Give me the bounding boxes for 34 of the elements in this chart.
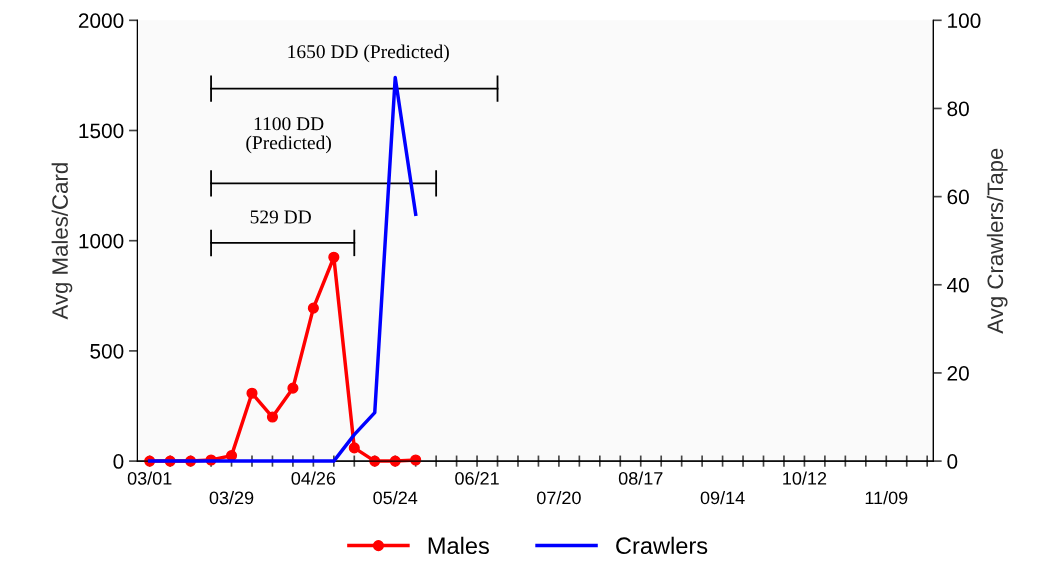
y2-tick-label: 20 <box>947 365 969 381</box>
y2-tick-label: 100 <box>948 13 981 29</box>
x-tick-label: 08/17 <box>618 471 663 485</box>
y-tick-label: 2000 <box>78 13 124 29</box>
point <box>266 411 279 423</box>
y2-tick-label: 80 <box>947 101 969 117</box>
annotation: 1100 DD (Predicted) <box>246 117 331 154</box>
y-tick-label: 1000 <box>79 233 124 249</box>
y-tick-label: 500 <box>90 343 124 359</box>
y-tick-label: 1500 <box>79 123 124 139</box>
y-axis-title: Avg Males/Card <box>51 163 73 320</box>
legend-label: Males <box>428 536 489 555</box>
y2-tick-label: 60 <box>947 189 969 205</box>
point <box>307 302 319 314</box>
point <box>287 382 299 394</box>
x-tick-label: 03/01 <box>127 471 172 485</box>
x-tick-label: 05/24 <box>373 490 418 505</box>
y2-tick-label: 0 <box>947 454 958 469</box>
point <box>246 387 258 399</box>
annotation: 529 DD <box>250 210 311 224</box>
x-tick-label: 10/12 <box>783 471 827 485</box>
x-tick-label: 06/21 <box>455 471 499 485</box>
point <box>328 251 340 263</box>
x-tick-label: 09/14 <box>700 490 745 505</box>
x-tick-label: 03/29 <box>209 490 254 505</box>
x-tick-label: 07/20 <box>537 490 581 505</box>
point <box>348 442 360 454</box>
legend-label: Crawlers <box>616 536 708 555</box>
y2-tick-label: 40 <box>947 277 969 293</box>
x-tick-label: 11/09 <box>865 490 908 505</box>
y-tick-label: 0 <box>113 454 124 469</box>
annotation: 1650 DD (Predicted) <box>288 44 449 63</box>
y2-axis-title: Avg Crawlers/Tape <box>986 148 1008 334</box>
x-tick-label: 04/26 <box>291 471 336 485</box>
